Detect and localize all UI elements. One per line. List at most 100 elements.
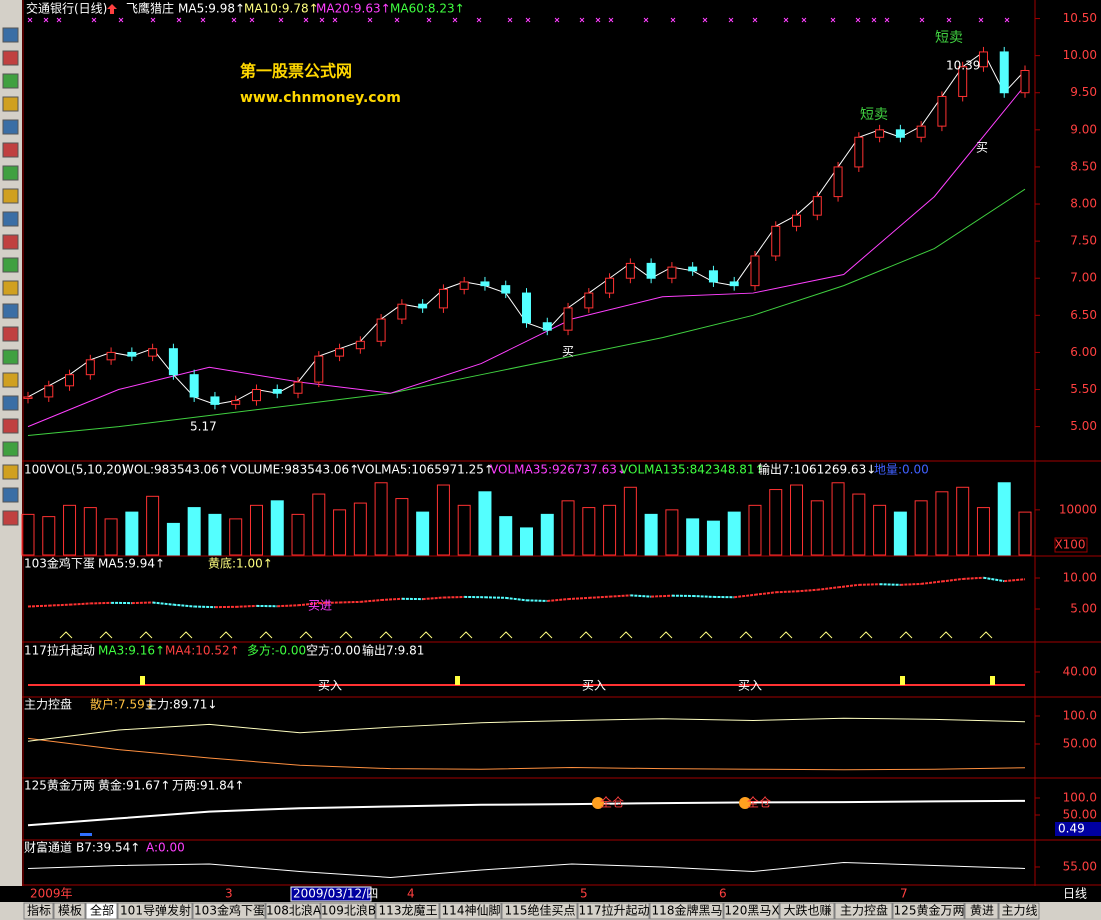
tab-label[interactable]: 主力线 bbox=[1001, 904, 1037, 918]
tab-label[interactable]: 全部 bbox=[90, 903, 114, 918]
candle bbox=[65, 374, 75, 387]
tab[interactable] bbox=[964, 902, 999, 920]
signal-cross bbox=[303, 17, 309, 23]
candle bbox=[584, 292, 594, 309]
toolbar-icon bbox=[2, 349, 19, 365]
tab[interactable] bbox=[649, 902, 724, 920]
candle bbox=[251, 389, 261, 402]
watermark: 第一股票公式网 bbox=[240, 62, 352, 81]
signal-cross bbox=[728, 17, 734, 23]
tab-label[interactable]: 模板 bbox=[58, 904, 82, 918]
tab[interactable] bbox=[998, 902, 1040, 920]
legend-item: 黄底:1.00↑ bbox=[208, 556, 273, 571]
tab-label[interactable]: 120黑马X bbox=[724, 904, 779, 918]
date-label: 2009/03/12/四 bbox=[293, 887, 378, 901]
tab[interactable] bbox=[375, 902, 440, 920]
tab[interactable] bbox=[834, 902, 893, 920]
date-bar bbox=[0, 886, 1101, 902]
tab[interactable] bbox=[192, 902, 266, 920]
toolbar-icon bbox=[2, 73, 19, 89]
candle bbox=[667, 266, 677, 279]
tab-label[interactable]: 黄进 bbox=[970, 904, 994, 918]
candle bbox=[148, 348, 158, 357]
volume-bar bbox=[166, 522, 180, 556]
signal-segment bbox=[235, 604, 257, 608]
legend-item: 主力:89.71↓ bbox=[145, 698, 217, 712]
tab-label[interactable]: 125黄金万两 bbox=[894, 903, 965, 918]
signal-cross bbox=[643, 17, 649, 23]
gold-line bbox=[27, 799, 1026, 827]
tab-label[interactable]: 115绝佳买点 bbox=[505, 903, 576, 918]
tab-label[interactable]: 113龙魔王 bbox=[379, 903, 438, 918]
signal-cross bbox=[670, 17, 676, 23]
tab[interactable] bbox=[439, 902, 502, 920]
signal-cross bbox=[394, 17, 400, 23]
signal-cross bbox=[367, 17, 373, 23]
legend-item: MA60:8.23↑ bbox=[390, 2, 465, 16]
tab[interactable] bbox=[53, 902, 86, 920]
y-tick-label: 10.00 bbox=[1063, 48, 1097, 62]
candle bbox=[958, 66, 968, 97]
y-tick-label: 10000 bbox=[1059, 502, 1097, 516]
signal-icon bbox=[739, 797, 751, 809]
legend-item: VOLMA135:842348.81↑ bbox=[620, 463, 765, 477]
tab-label[interactable]: 101导弹发射 bbox=[120, 903, 191, 918]
volume-bar bbox=[146, 495, 160, 556]
candle bbox=[625, 262, 635, 279]
tab-label[interactable]: 109北浪B bbox=[321, 903, 376, 918]
tab[interactable] bbox=[117, 902, 193, 920]
tab[interactable] bbox=[577, 902, 650, 920]
candle bbox=[750, 255, 760, 287]
volume-bar bbox=[416, 511, 430, 556]
tab-label[interactable]: 指标 bbox=[27, 903, 51, 918]
y-tick-label: 5.00 bbox=[1070, 419, 1097, 433]
legend-item: 125黄金万两 bbox=[24, 778, 95, 793]
watermark-url: www.chnmoney.com bbox=[240, 90, 401, 106]
tab[interactable] bbox=[723, 902, 780, 920]
y-tick-label: 6.50 bbox=[1070, 308, 1097, 322]
candle bbox=[480, 281, 490, 287]
signal-cross bbox=[56, 17, 62, 23]
toolbar-icon bbox=[2, 50, 19, 66]
tab[interactable] bbox=[265, 902, 321, 920]
y-tick-label: 8.50 bbox=[1070, 159, 1097, 173]
y-tick-label: 7.50 bbox=[1070, 234, 1097, 248]
date-label: 3 bbox=[225, 887, 233, 901]
toolbar-icon bbox=[2, 510, 19, 526]
volume-bar bbox=[706, 520, 720, 556]
legend-item: MA20:9.63↑ bbox=[316, 2, 391, 16]
tab-label[interactable]: 118金牌黑马 bbox=[652, 903, 723, 918]
tab-label[interactable]: 大跌也赚 bbox=[783, 903, 831, 918]
tab[interactable] bbox=[23, 902, 54, 920]
y-tick-label: 9.50 bbox=[1070, 85, 1097, 99]
signal-segment bbox=[1004, 578, 1026, 583]
tab-label[interactable]: 103金鸡下蛋 bbox=[194, 903, 265, 918]
volume-bar bbox=[893, 511, 907, 556]
annotation: 全仓 bbox=[747, 795, 771, 810]
signal-segment bbox=[567, 596, 589, 601]
tab[interactable] bbox=[779, 902, 835, 920]
tab-label[interactable]: 117拉升起动 bbox=[579, 903, 650, 918]
volume-bar bbox=[727, 511, 741, 556]
signal-cross bbox=[702, 17, 708, 23]
date-label: 5 bbox=[580, 887, 588, 901]
tab[interactable] bbox=[320, 902, 376, 920]
tab[interactable] bbox=[501, 902, 578, 920]
signal-cross bbox=[507, 17, 513, 23]
volume-bar bbox=[831, 482, 845, 556]
tab[interactable] bbox=[85, 902, 118, 920]
legend-item: WOL:983543.06↑ bbox=[122, 463, 229, 477]
tab-label[interactable]: 114神仙脚 bbox=[442, 903, 501, 918]
signal-segment bbox=[422, 596, 444, 601]
candle bbox=[85, 359, 95, 376]
legend-item: 100VOL(5,10,20) bbox=[24, 463, 126, 477]
legend-item: MA5:9.94↑ bbox=[98, 557, 165, 571]
signal-segment bbox=[297, 602, 319, 607]
tab-label[interactable]: 108北浪A bbox=[266, 903, 322, 918]
y-tick-label: 5.00 bbox=[1070, 602, 1097, 616]
tab-label[interactable]: 主力控盘 bbox=[840, 903, 888, 918]
tab[interactable] bbox=[892, 902, 965, 920]
candle bbox=[376, 318, 386, 342]
signal-segment bbox=[318, 601, 340, 605]
